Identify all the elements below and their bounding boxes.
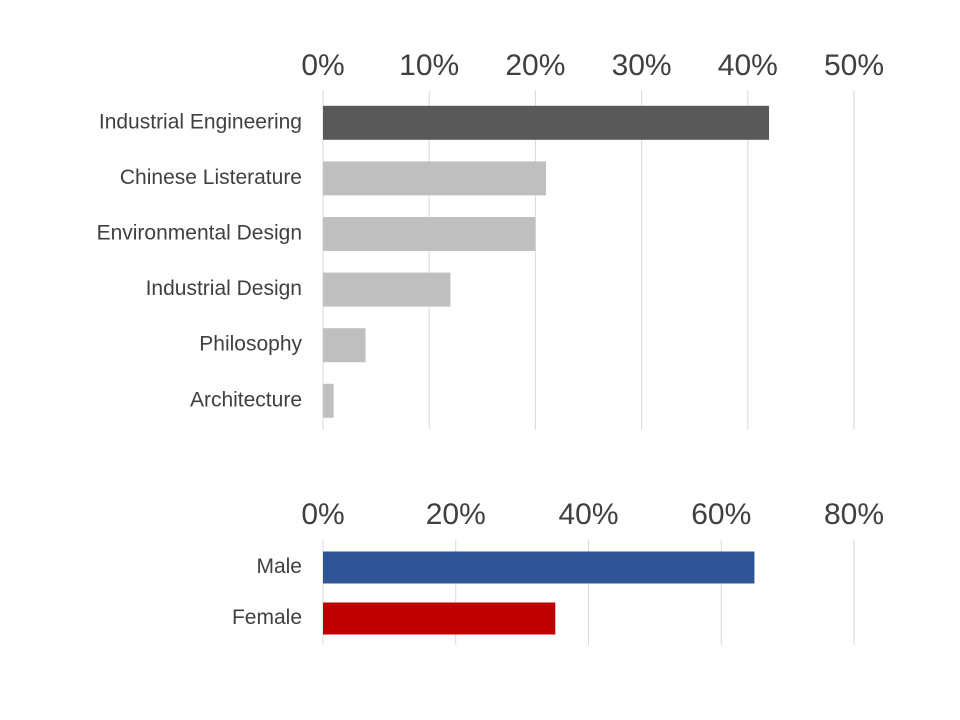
major-category-label: Industrial Engineering [99, 110, 302, 133]
major-bar [323, 272, 451, 307]
gender-tick-label: 60% [691, 498, 751, 531]
major-tick-label: 50% [824, 49, 884, 82]
major-category-label: Environmental Design [97, 222, 302, 245]
major-chart: 0% 10% 20% 30% 40% 50% Industrial Engineering C… [97, 49, 884, 430]
major-category-label: Industrial Design [146, 277, 302, 300]
gender-tick-label: 40% [558, 498, 618, 531]
gender-tick-label: 0% [301, 498, 344, 531]
gender-tick-label: 20% [426, 498, 486, 531]
major-tick-label: 0% [301, 49, 344, 82]
gender-bar [323, 602, 556, 635]
major-category-label: Architecture [190, 388, 302, 411]
gender-bar [323, 551, 755, 584]
gender-category-label: Male [256, 555, 302, 578]
major-category-label: Philosophy [199, 333, 302, 356]
major-tick-label: 20% [505, 49, 565, 82]
gender-category-label: Female [232, 606, 302, 629]
gender-tick-label: 80% [824, 498, 884, 531]
major-tick-label: 30% [612, 49, 672, 82]
major-bar [323, 383, 334, 418]
major-bar [323, 161, 547, 196]
major-tick-label: 10% [399, 49, 459, 82]
major-bar [323, 328, 366, 363]
major-bar [323, 105, 770, 140]
major-category-label: Chinese Listerature [120, 166, 302, 189]
major-bar [323, 217, 536, 251]
gender-chart: 0% 20% 40% 60% 80% Male Female [232, 498, 884, 645]
major-tick-label: 40% [718, 49, 778, 82]
